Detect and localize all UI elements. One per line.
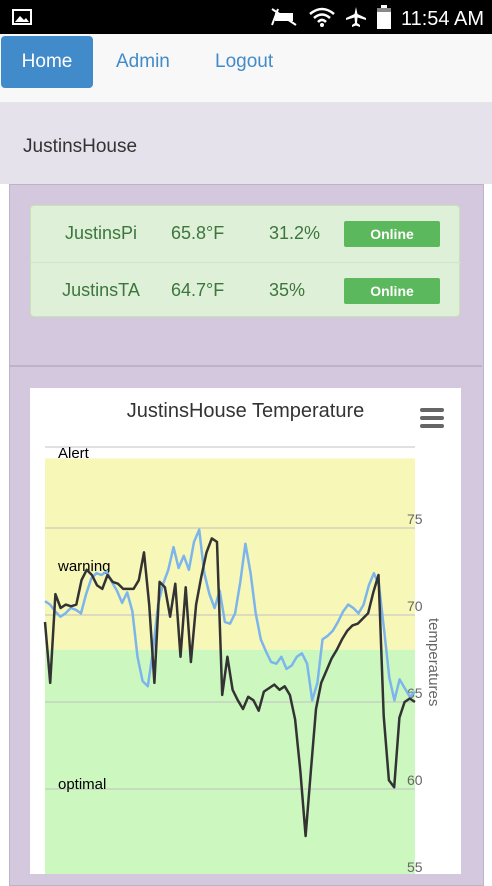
plot-band-optimal bbox=[45, 649, 415, 874]
nav-home[interactable]: Home bbox=[1, 36, 93, 88]
band-label-optimal: optimal bbox=[58, 776, 106, 793]
band-label-Alert: Alert bbox=[58, 445, 90, 462]
y-tick-label: 55 bbox=[407, 859, 423, 874]
wifi-icon bbox=[309, 7, 335, 32]
device-row[interactable]: JustinsTA 64.7°F 35% Online bbox=[31, 262, 461, 319]
band-label-warning: warning bbox=[57, 558, 111, 575]
device-name: JustinsTA bbox=[62, 280, 140, 300]
chart-menu-icon[interactable] bbox=[420, 408, 444, 428]
status-bar: 11:54 AM bbox=[0, 0, 492, 34]
panel-divider bbox=[9, 365, 482, 367]
device-list: JustinsPi 65.8°F 31.2% Online JustinsTA … bbox=[30, 205, 461, 319]
series-line-1 bbox=[44, 528, 416, 702]
status-badge: Online bbox=[344, 278, 440, 304]
y-axis-title: temperatures bbox=[425, 618, 442, 706]
house-title: JustinsHouse bbox=[23, 136, 138, 157]
device-temperature: 64.7°F bbox=[171, 280, 225, 300]
y-tick-label: 75 bbox=[407, 511, 423, 527]
battery-icon bbox=[376, 5, 391, 34]
status-badge: Online bbox=[344, 221, 440, 247]
temperature-chart: 55 60 65 70 75 Alert warning optimal temperature… bbox=[30, 388, 461, 874]
device-name: JustinsPi bbox=[64, 223, 138, 243]
nav-admin[interactable]: Admin bbox=[116, 51, 170, 72]
navbar: Home Admin Logout bbox=[0, 34, 492, 103]
airplane-icon bbox=[345, 6, 367, 33]
device-humidity: 35% bbox=[269, 280, 306, 300]
device-humidity: 31.2% bbox=[269, 223, 321, 243]
chart-plot: 5560657075Alertwarningoptimaltemperature… bbox=[43, 445, 442, 874]
device-temperature: 65.8°F bbox=[171, 223, 225, 243]
chart-title: JustinsHouse Temperature bbox=[126, 400, 365, 422]
y-tick-label: 60 bbox=[407, 772, 423, 788]
series-line-2 bbox=[43, 537, 416, 838]
plot-band-Alert bbox=[45, 458, 415, 650]
device-row[interactable]: JustinsPi 65.8°F 31.2% Online bbox=[31, 206, 461, 262]
gallery-icon bbox=[12, 9, 32, 25]
status-time: 11:54 AM bbox=[400, 8, 484, 30]
mute-icon bbox=[269, 7, 299, 32]
y-tick-label: 70 bbox=[407, 598, 423, 614]
nav-logout[interactable]: Logout bbox=[215, 51, 274, 72]
house-header: JustinsHouse bbox=[0, 103, 492, 184]
